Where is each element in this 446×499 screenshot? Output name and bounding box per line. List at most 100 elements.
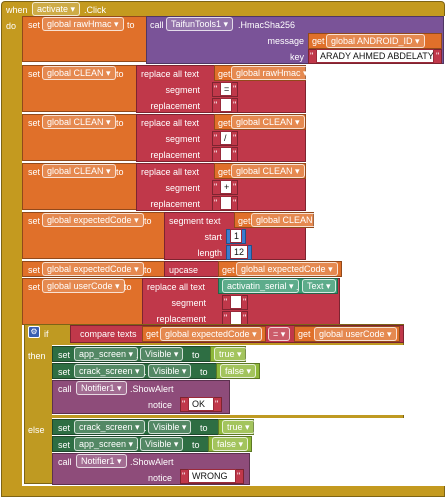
replace-all-text-label: replace all text [141, 69, 200, 79]
quote-close-icon: " [233, 100, 237, 110]
hmacsha256-method-label: .HmacSha256 [238, 20, 296, 30]
set-label: set [58, 423, 71, 433]
android-id-dropdown[interactable]: global ANDROID_ID [326, 34, 425, 48]
to-label: to [192, 440, 200, 450]
visible-property-dropdown[interactable]: Visible [148, 420, 192, 434]
text-property-dropdown[interactable]: Text [302, 279, 336, 293]
crack-screen-dropdown[interactable]: crack_screen [74, 420, 145, 434]
set-label: set [28, 118, 41, 128]
replacement-label: replacement [150, 150, 200, 160]
dot-label: . [136, 350, 139, 360]
set-label: set [28, 265, 41, 275]
message-label: message [267, 36, 304, 46]
ok-text-field[interactable]: OK [188, 397, 214, 411]
set-label: set [28, 282, 41, 292]
rawhmac-get-dropdown[interactable]: global rawHmac [231, 66, 313, 80]
quote-open-icon: " [214, 149, 218, 159]
clean-var-dropdown[interactable]: global CLEAN [42, 115, 116, 129]
to-label: to [200, 367, 208, 377]
app-screen-dropdown[interactable]: app_screen [74, 347, 139, 361]
compare-texts-label: compare texts [80, 329, 137, 339]
expectedcode-var-dropdown[interactable]: global expectedCode [42, 262, 144, 276]
replace-all-text-label: replace all text [141, 167, 200, 177]
activatin-serial-dropdown[interactable]: activatin_serial [222, 279, 299, 293]
segment-text-field[interactable]: / [220, 131, 232, 145]
expectedcode-get-dropdown[interactable]: global expectedCode [236, 262, 338, 276]
get-label: get [298, 329, 311, 339]
notifier1-dropdown[interactable]: Notifier1 [76, 454, 127, 468]
segment-label: segment [171, 298, 206, 308]
to-label: to [124, 282, 132, 292]
segment-text-field[interactable] [230, 295, 242, 309]
visible-property-dropdown[interactable]: Visible [148, 364, 192, 378]
clean-var-dropdown[interactable]: global CLEAN [42, 164, 116, 178]
set-label: set [28, 69, 41, 79]
expectedcode-get-dropdown[interactable]: global expectedCode [160, 327, 262, 341]
set-label: set [28, 216, 41, 226]
segment-label: segment [165, 183, 200, 193]
quote-close-icon: " [233, 198, 237, 208]
segment-text-label: segment text [169, 216, 221, 226]
quote-close-icon: " [436, 51, 440, 61]
set-label: set [58, 440, 71, 450]
expectedcode-var-dropdown[interactable]: global expectedCode [42, 213, 144, 227]
replacement-text-field[interactable] [220, 196, 232, 210]
visible-property-dropdown[interactable]: Visible [140, 437, 184, 451]
quote-open-icon: " [310, 51, 314, 61]
call-label: call [58, 384, 72, 394]
call-label: call [58, 457, 72, 467]
crack-screen-dropdown[interactable]: crack_screen [74, 364, 145, 378]
visible-property-dropdown[interactable]: Visible [140, 347, 184, 361]
false-dropdown[interactable]: false [220, 364, 257, 378]
length-number-field[interactable]: 12 [230, 245, 248, 259]
to-label: to [144, 265, 152, 275]
rawhmac-var-dropdown[interactable]: global rawHmac [42, 17, 124, 31]
call-label: call [150, 20, 164, 30]
notice-label: notice [147, 400, 172, 410]
dot-label: . [136, 440, 139, 450]
key-label: key [289, 52, 304, 62]
dot-label: . [296, 282, 299, 292]
get-label: get [312, 36, 325, 46]
segment-label: segment [165, 85, 200, 95]
dot-label: . [144, 367, 147, 377]
quote-open-icon: " [214, 100, 218, 110]
start-number-field[interactable]: 1 [230, 229, 242, 243]
true-dropdown[interactable]: true [214, 347, 247, 361]
get-label: get [218, 167, 231, 177]
quote-close-icon: " [215, 399, 219, 409]
mutator-gear-icon[interactable]: ⚙ [28, 326, 40, 338]
clean-get-dropdown[interactable]: global CLEAN [231, 164, 305, 178]
get-label: get [218, 69, 231, 79]
wrong-text-field[interactable]: WRONG [188, 469, 236, 483]
usercode-get-dropdown[interactable]: global userCode [314, 327, 397, 341]
compare-operator-dropdown[interactable]: = [268, 327, 291, 341]
true-dropdown[interactable]: true [222, 420, 255, 434]
replacement-label: replacement [156, 314, 206, 324]
if-label: if [44, 329, 49, 339]
clean-get-dropdown[interactable]: global CLEAN [231, 115, 305, 129]
taifuntools-dropdown[interactable]: TaifunTools1 [166, 17, 234, 31]
usercode-var-dropdown[interactable]: global userCode [42, 279, 125, 293]
to-label: to [200, 423, 208, 433]
segment-text-field[interactable]: + [220, 180, 232, 194]
app-screen-dropdown[interactable]: app_screen [74, 437, 139, 451]
false-dropdown[interactable]: false [212, 437, 249, 451]
upcase-label: upcase [169, 265, 199, 275]
clean-get-dropdown[interactable]: global CLEAN [251, 213, 325, 227]
segment-text-field[interactable]: = [220, 82, 232, 96]
get-label: get [146, 329, 159, 339]
clean-var-dropdown[interactable]: global CLEAN [42, 66, 116, 80]
replacement-text-field[interactable] [220, 147, 232, 161]
showalert-method-label: .ShowAlert [130, 384, 174, 394]
replacement-text-field[interactable] [230, 311, 242, 325]
set-label: set [28, 20, 41, 30]
then-label: then [28, 351, 46, 361]
get-label: get [238, 216, 251, 226]
replacement-label: replacement [150, 199, 200, 209]
set-label: set [58, 350, 71, 360]
replacement-text-field[interactable] [220, 98, 232, 112]
notifier1-dropdown[interactable]: Notifier1 [76, 381, 127, 395]
activate-dropdown[interactable]: activate [32, 2, 81, 16]
key-text-field[interactable]: ARADY AHMED ABDELATY [316, 49, 434, 63]
